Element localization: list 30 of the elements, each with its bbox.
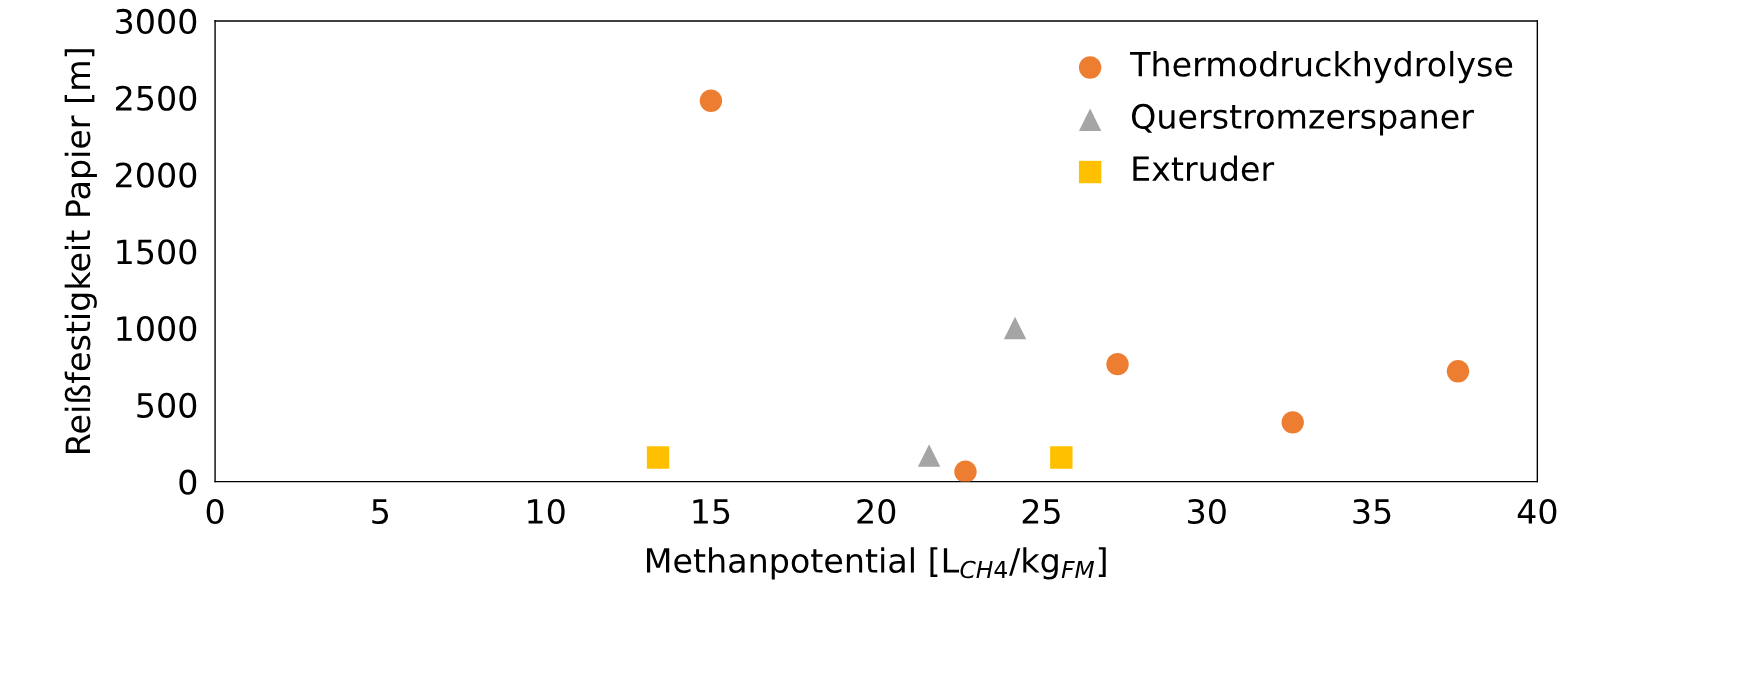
point bbox=[1281, 411, 1304, 434]
x-tick-label: 15 bbox=[693, 499, 730, 525]
y-tick-label: 1000 bbox=[117, 315, 197, 342]
y-tick-label: 0 bbox=[179, 469, 197, 495]
point bbox=[1106, 352, 1129, 376]
point bbox=[1446, 360, 1470, 383]
y-tick-label: 2500 bbox=[116, 85, 197, 111]
x-tick-label: 0 bbox=[206, 498, 224, 525]
legend-label: Thermodruckhydrolyse bbox=[1130, 50, 1513, 84]
point bbox=[1003, 316, 1027, 340]
y-tick-label: 1500 bbox=[117, 239, 197, 265]
x-tick-label: 20 bbox=[857, 498, 896, 525]
x-tick-label: 40 bbox=[1517, 498, 1557, 525]
y-tick-label: 3000 bbox=[116, 8, 197, 35]
point bbox=[917, 444, 941, 467]
point bbox=[646, 446, 670, 469]
x-tick-label: 25 bbox=[1022, 498, 1060, 525]
legend-label: Extruder bbox=[1133, 155, 1275, 182]
point bbox=[699, 89, 723, 112]
x-tick-label: 5 bbox=[372, 499, 389, 525]
y-axis-title: Reißfestigkeit Papier [m] bbox=[64, 49, 97, 453]
x-tick-label: 10 bbox=[528, 498, 565, 525]
legend-label: Querstromzerspaner bbox=[1131, 103, 1474, 136]
x-tick-label: 30 bbox=[1188, 498, 1226, 525]
y-tick-label: 2000 bbox=[116, 162, 197, 188]
x-tick-label: 35 bbox=[1353, 498, 1391, 525]
x-axis-title: Methanpotential [L$_{CH4}$/kg$_{FM}$] bbox=[646, 547, 1106, 580]
point bbox=[954, 460, 977, 482]
y-tick-label: 500 bbox=[137, 392, 197, 418]
point bbox=[1050, 446, 1073, 469]
